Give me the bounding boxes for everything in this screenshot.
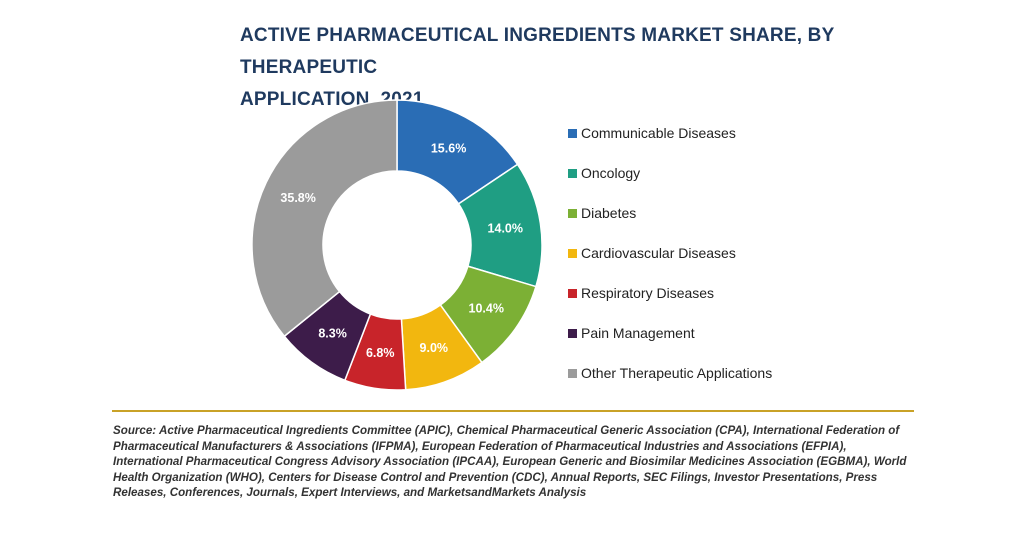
legend-swatch	[568, 208, 577, 218]
slice-value-label: 15.6%	[431, 141, 466, 155]
chart-legend: Communicable Diseases Oncology Diabetes Car…	[568, 113, 772, 393]
legend-label: Communicable Diseases	[581, 125, 736, 141]
slice-value-label: 10.4%	[469, 301, 504, 315]
legend-label: Diabetes	[581, 205, 637, 221]
slice-other-therapeutic-applications	[251, 99, 398, 338]
legend-item: Oncology	[568, 153, 772, 193]
legend-label: Respiratory Diseases	[581, 285, 715, 301]
legend-item: Respiratory Diseases	[568, 273, 772, 313]
legend-item: Communicable Diseases	[568, 113, 772, 153]
legend-item: Pain Management	[568, 313, 772, 353]
legend-swatch	[568, 288, 577, 298]
legend-swatch	[568, 168, 577, 178]
legend-swatch	[568, 128, 577, 138]
legend-label: Other Therapeutic Applications	[581, 365, 773, 381]
slice-value-label: 14.0%	[488, 222, 523, 236]
legend-item: Cardiovascular Diseases	[568, 233, 772, 273]
slice-value-label: 6.8%	[366, 346, 395, 360]
legend-swatch	[568, 328, 577, 338]
legend-swatch	[568, 248, 577, 258]
legend-item: Diabetes	[568, 193, 772, 233]
legend-swatch	[568, 368, 577, 378]
legend-label: Oncology	[581, 165, 641, 181]
slice-value-label: 9.0%	[420, 341, 449, 355]
source-divider	[112, 410, 914, 412]
source-note: Source: Active Pharmaceutical Ingredient…	[113, 424, 907, 500]
legend-label: Pain Management	[581, 325, 695, 341]
chart-title: ACTIVE PHARMACEUTICAL INGREDIENTS MARKET…	[240, 20, 940, 116]
slice-value-label: 8.3%	[318, 327, 347, 341]
legend-item: Other Therapeutic Applications	[568, 353, 772, 393]
chart-title-line-1: ACTIVE PHARMACEUTICAL INGREDIENTS MARKET…	[240, 25, 835, 78]
legend-label: Cardiovascular Diseases	[581, 245, 736, 261]
slice-value-label: 35.8%	[280, 191, 315, 205]
